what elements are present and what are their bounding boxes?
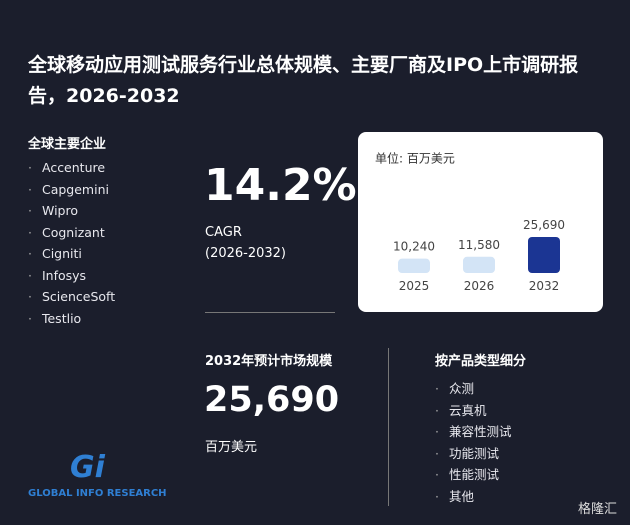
value-label: 25,690	[523, 218, 565, 232]
list-item: 性能测试	[435, 464, 499, 483]
title: 全球移动应用测试服务行业总体规模、主要厂商及IPO上市调研报告，2026-203…	[28, 54, 579, 107]
bar	[398, 258, 430, 273]
cagr-label: CAGR	[205, 225, 242, 240]
divider	[205, 312, 335, 313]
list-item: Cognizant	[28, 225, 105, 240]
divider	[388, 348, 389, 506]
list-item: Infosys	[28, 268, 86, 283]
x-tick-label: 2032	[529, 279, 560, 293]
companies-title: 全球主要企业	[28, 137, 107, 152]
logo-text: GLOBAL INFO RESEARCH	[28, 488, 167, 499]
market-title: 2032年预计市场规模	[205, 354, 333, 369]
x-tick-label: 2025	[399, 279, 430, 293]
cagr-period: (2026-2032)	[205, 246, 287, 261]
list-item: 其他	[435, 486, 474, 505]
list-item: 众测	[435, 378, 474, 397]
chart: 单位: 百万美元 10,240 2025 11,580 2026 25,690 2032	[375, 151, 565, 294]
cagr-value: 14.2%	[204, 160, 357, 211]
list-item: ScienceSoft	[28, 289, 115, 304]
logo-mark: Gi	[70, 450, 105, 485]
chart-card: 单位: 百万美元 10,240 2025 11,580 2026 25,690 2032	[358, 132, 603, 312]
list-item: Accenture	[28, 160, 105, 175]
list-item: Capgemini	[28, 182, 109, 197]
list-item: 兼容性测试	[435, 421, 512, 440]
list-item: Cigniti	[28, 246, 82, 261]
value-label: 11,580	[458, 238, 500, 252]
list-item: Wipro	[28, 203, 78, 218]
list-item: Testlio	[28, 311, 81, 326]
watermark: 格隆汇	[578, 502, 618, 517]
bar	[463, 256, 495, 273]
chart-subtitle: 单位: 百万美元	[375, 151, 455, 166]
list-item: 功能测试	[435, 443, 499, 462]
market-value: 25,690	[204, 380, 340, 420]
segments-title: 按产品类型细分	[435, 354, 527, 369]
list-item: 云真机	[435, 400, 487, 419]
bar	[528, 237, 560, 273]
value-label: 10,240	[393, 240, 435, 254]
market-unit: 百万美元	[205, 440, 258, 455]
x-tick-label: 2026	[464, 279, 495, 293]
